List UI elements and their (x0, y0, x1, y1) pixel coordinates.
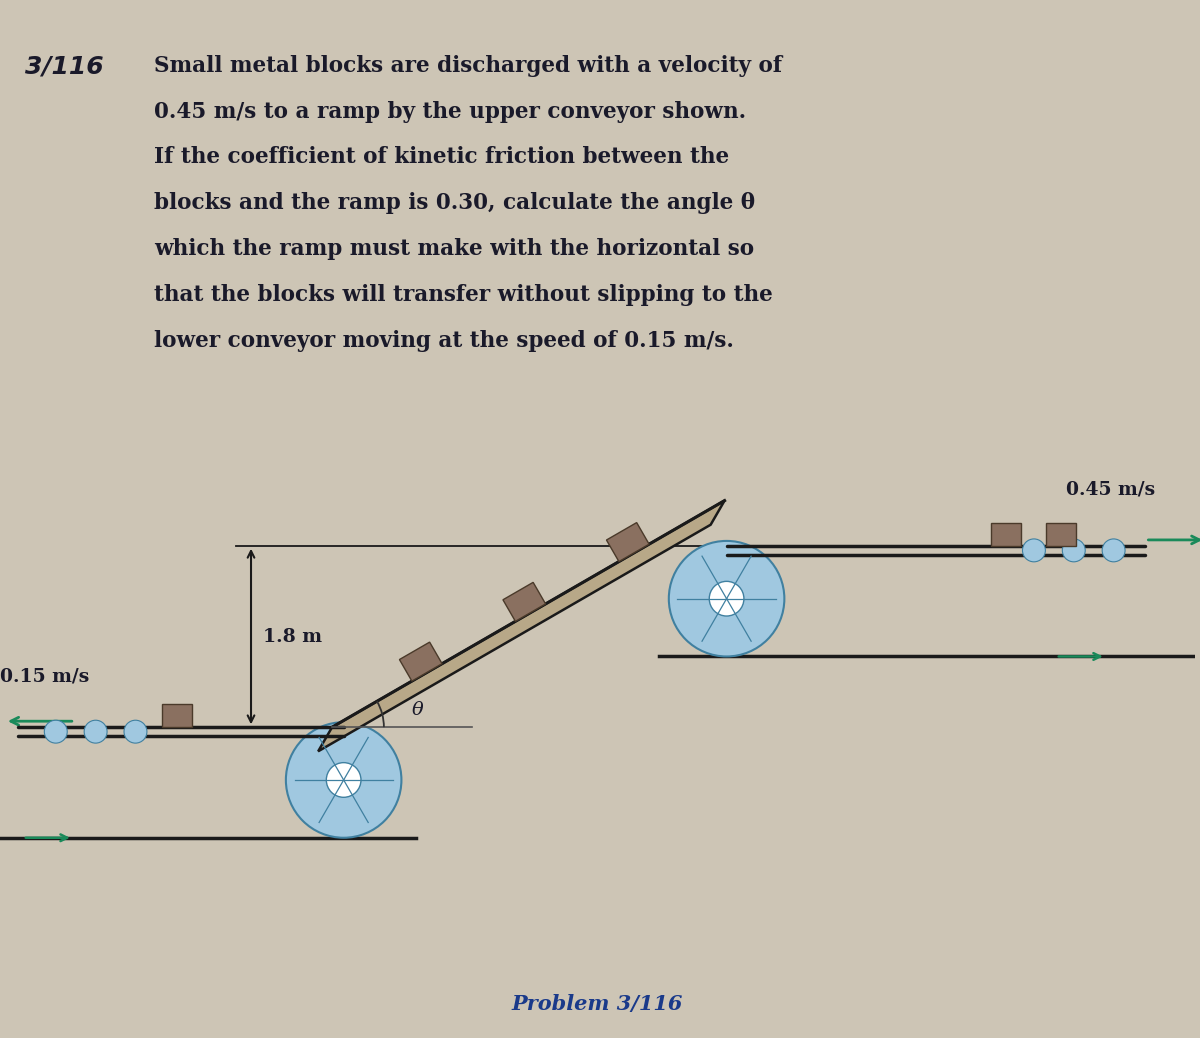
Polygon shape (318, 500, 725, 752)
Text: 3/116: 3/116 (25, 55, 103, 79)
Circle shape (668, 541, 785, 656)
Circle shape (44, 720, 67, 743)
Text: blocks and the ramp is 0.30, calculate the angle θ: blocks and the ramp is 0.30, calculate t… (155, 192, 756, 214)
Circle shape (84, 720, 107, 743)
Circle shape (124, 720, 146, 743)
Circle shape (1062, 539, 1085, 562)
Text: 0.45 m/s: 0.45 m/s (1067, 481, 1156, 498)
Polygon shape (606, 522, 649, 562)
Text: Small metal blocks are discharged with a velocity of: Small metal blocks are discharged with a… (155, 55, 782, 77)
Circle shape (286, 722, 402, 838)
Text: If the coefficient of kinetic friction between the: If the coefficient of kinetic friction b… (155, 146, 730, 168)
Text: which the ramp must make with the horizontal so: which the ramp must make with the horizo… (155, 238, 755, 261)
Circle shape (1102, 539, 1126, 562)
Circle shape (709, 581, 744, 616)
FancyBboxPatch shape (162, 704, 192, 728)
Text: 1.8 m: 1.8 m (263, 628, 322, 646)
Polygon shape (400, 643, 442, 681)
Text: lower conveyor moving at the speed of 0.15 m/s.: lower conveyor moving at the speed of 0.… (155, 330, 734, 352)
Circle shape (326, 763, 361, 797)
Text: that the blocks will transfer without slipping to the: that the blocks will transfer without sl… (155, 284, 773, 306)
FancyBboxPatch shape (991, 523, 1021, 546)
Text: θ: θ (412, 702, 424, 719)
FancyBboxPatch shape (1046, 523, 1075, 546)
Text: Problem 3/116: Problem 3/116 (512, 994, 683, 1014)
Polygon shape (503, 582, 546, 622)
Text: 0.15 m/s: 0.15 m/s (0, 667, 89, 685)
Text: 0.45 m/s to a ramp by the upper conveyor shown.: 0.45 m/s to a ramp by the upper conveyor… (155, 101, 746, 122)
Circle shape (1022, 539, 1045, 562)
